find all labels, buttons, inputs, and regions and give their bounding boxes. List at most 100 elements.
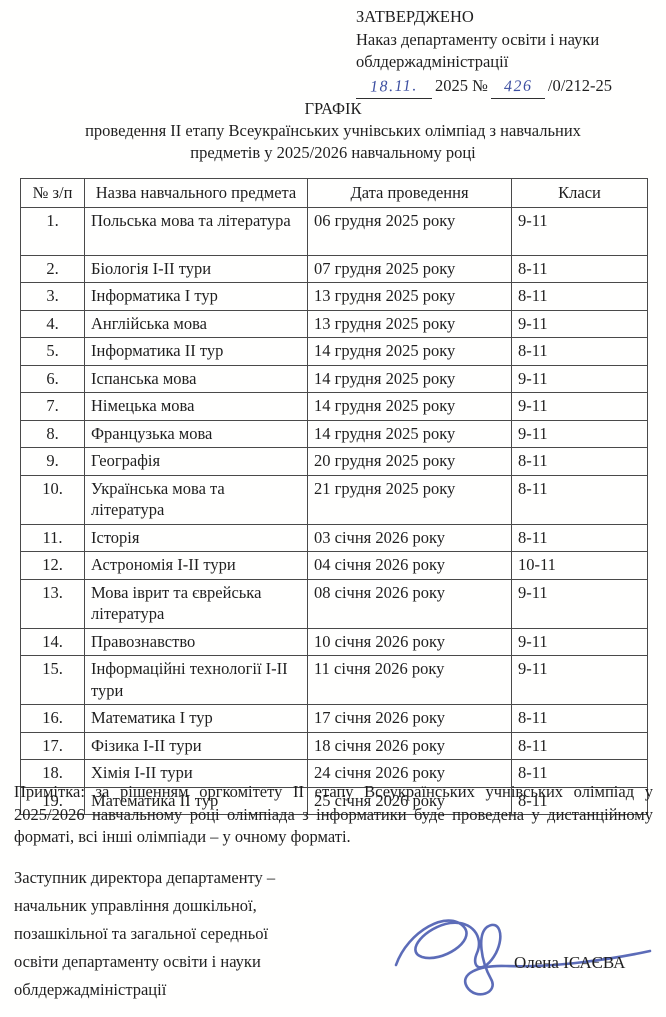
approval-order-line1: Наказ департаменту освіти і науки xyxy=(356,30,600,49)
date-cell: 04 січня 2026 року xyxy=(307,551,512,580)
row-number-cell: 15. xyxy=(20,655,85,705)
classes-cell: 9-11 xyxy=(511,419,648,448)
classes-cell: 8-11 xyxy=(511,731,648,760)
table-row: 19. Математика ІІ тур 25 січня 2026 року… xyxy=(20,786,648,815)
subject-cell: Математика ІІ тур xyxy=(84,786,308,815)
row-number-cell: 2. xyxy=(20,254,85,283)
classes-cell: 8-11 xyxy=(511,759,648,788)
row-number-cell: 7. xyxy=(20,392,85,421)
row-number-cell: 6. xyxy=(20,364,85,393)
handwritten-order-number: 426 xyxy=(503,77,533,96)
row-number-cell: 8. xyxy=(20,419,85,448)
subject-cell: Математика І тур xyxy=(84,704,308,733)
row-number-cell: 16. xyxy=(20,704,85,733)
classes-cell: 8-11 xyxy=(511,282,648,311)
subject-cell: Польська мова та література xyxy=(84,206,308,256)
signatory-position: Заступник директора департаменту – начал… xyxy=(14,864,354,1004)
document-title: ГРАФІК проведення ІІ етапу Всеукраїнськи… xyxy=(14,98,652,164)
signatory-line1: Заступник директора департаменту – xyxy=(14,868,276,887)
row-number-cell: 18. xyxy=(20,759,85,788)
classes-cell: 8-11 xyxy=(511,474,648,525)
classes-cell: 8-11 xyxy=(511,786,648,815)
row-number-cell: 10. xyxy=(20,474,85,525)
classes-cell: 9-11 xyxy=(511,655,648,705)
classes-cell: 9-11 xyxy=(511,364,648,393)
classes-cell: 8-11 xyxy=(511,704,648,733)
approval-block: ЗАТВЕРДЖЕНО Наказ департаменту освіти і … xyxy=(356,6,658,99)
table-row: 14. Правознавство 10 січня 2026 року 9-1… xyxy=(20,627,648,656)
row-number-cell: 11. xyxy=(20,523,85,552)
table-row: 11. Історія 03 січня 2026 року 8-11 xyxy=(20,523,648,552)
schedule-table-body: 1. Польська мова та література 06 грудня… xyxy=(20,206,648,815)
classes-cell: 9-11 xyxy=(511,392,648,421)
row-number-cell: 5. xyxy=(20,337,85,366)
classes-cell: 9-11 xyxy=(511,578,648,629)
table-row: 12. Астрономія І-ІІ тури 04 січня 2026 р… xyxy=(20,551,648,580)
row-number-cell: 4. xyxy=(20,309,85,338)
date-cell: 18 січня 2026 року xyxy=(307,731,512,760)
table-row: 17. Фізика І-ІІ тури 18 січня 2026 року … xyxy=(20,731,648,760)
date-cell: 03 січня 2026 року xyxy=(307,523,512,552)
signatory-line3: позашкільної та загальної середньої xyxy=(14,924,269,943)
row-number-cell: 3. xyxy=(20,282,85,311)
subject-cell: Біологія І-ІІ тури xyxy=(84,254,308,283)
subject-cell: Інформаційні технології І-ІІ тури xyxy=(84,655,308,705)
approval-order-line2: облдержадміністрації xyxy=(356,52,509,71)
table-row: 7. Німецька мова 14 грудня 2025 року 9-1… xyxy=(20,392,648,421)
classes-cell: 10-11 xyxy=(511,551,648,580)
date-cell: 06 грудня 2025 року xyxy=(307,206,512,256)
row-number-cell: 17. xyxy=(20,731,85,760)
table-row: 4. Англійська мова 13 грудня 2025 року 9… xyxy=(20,309,648,338)
schedule-table-header: № з/п Назва навчального предмета Дата пр… xyxy=(20,178,648,208)
table-row: 15. Інформаційні технології І-ІІ тури 11… xyxy=(20,655,648,705)
date-cell: 08 січня 2026 року xyxy=(307,578,512,629)
header-subject: Назва навчального предмета xyxy=(84,178,308,208)
approval-label: ЗАТВЕРДЖЕНО xyxy=(356,7,474,26)
table-row: 18. Хімія І-ІІ тури 24 січня 2026 року 8… xyxy=(20,759,648,788)
subject-cell: Мова іврит та єврейська література xyxy=(84,578,308,629)
table-row: 3. Інформатика І тур 13 грудня 2025 року… xyxy=(20,282,648,311)
title-line1: ГРАФІК xyxy=(304,99,362,118)
subject-cell: Правознавство xyxy=(84,627,308,656)
approval-year-number: 2025 № xyxy=(435,76,488,95)
date-cell: 13 грудня 2025 року xyxy=(307,309,512,338)
date-cell: 14 грудня 2025 року xyxy=(307,364,512,393)
header-number: № з/п xyxy=(20,178,85,208)
classes-cell: 9-11 xyxy=(511,627,648,656)
row-number-cell: 1. xyxy=(20,206,85,256)
approval-date-line: 18.11. 2025 № 426/0/212-25 xyxy=(356,75,658,99)
note-paragraph: Примітка: за рішенням оргкомітету ІІ ета… xyxy=(14,782,653,846)
classes-cell: 9-11 xyxy=(511,309,648,338)
subject-cell: Хімія І-ІІ тури xyxy=(84,759,308,788)
subject-cell: Фізика І-ІІ тури xyxy=(84,731,308,760)
date-cell: 17 січня 2026 року xyxy=(307,704,512,733)
row-number-cell: 14. xyxy=(20,627,85,656)
table-row: 13. Мова іврит та єврейська література 0… xyxy=(20,578,648,629)
title-line2: проведення ІІ етапу Всеукраїнських учнів… xyxy=(85,121,581,140)
classes-cell: 8-11 xyxy=(511,254,648,283)
date-cell: 10 січня 2026 року xyxy=(307,627,512,656)
subject-cell: Англійська мова xyxy=(84,309,308,338)
date-blank-underline: 18.11. xyxy=(356,75,432,99)
date-cell: 21 грудня 2025 року xyxy=(307,474,512,525)
date-cell: 14 грудня 2025 року xyxy=(307,337,512,366)
date-cell: 11 січня 2026 року xyxy=(307,655,512,705)
subject-cell: Іспанська мова xyxy=(84,364,308,393)
table-row: 9. Географія 20 грудня 2025 року 8-11 xyxy=(20,447,648,476)
signatory-line2: начальник управління дошкільної, xyxy=(14,896,257,915)
table-row: 2. Біологія І-ІІ тури 07 грудня 2025 рок… xyxy=(20,254,648,283)
date-cell: 14 грудня 2025 року xyxy=(307,392,512,421)
header-classes: Класи xyxy=(511,178,648,208)
table-row: 8. Французька мова 14 грудня 2025 року 9… xyxy=(20,419,648,448)
subject-cell: Астрономія І-ІІ тури xyxy=(84,551,308,580)
classes-cell: 8-11 xyxy=(511,523,648,552)
date-cell: 13 грудня 2025 року xyxy=(307,282,512,311)
date-cell: 25 січня 2026 року xyxy=(307,786,512,815)
number-blank-underline: 426 xyxy=(490,75,545,99)
classes-cell: 8-11 xyxy=(511,337,648,366)
subject-cell: Інформатика ІІ тур xyxy=(84,337,308,366)
date-cell: 20 грудня 2025 року xyxy=(307,447,512,476)
title-line3: предметів у 2025/2026 навчальному році xyxy=(190,143,476,162)
signatory-name: Олена ІСАЄВА xyxy=(514,953,626,972)
subject-cell: Німецька мова xyxy=(84,392,308,421)
